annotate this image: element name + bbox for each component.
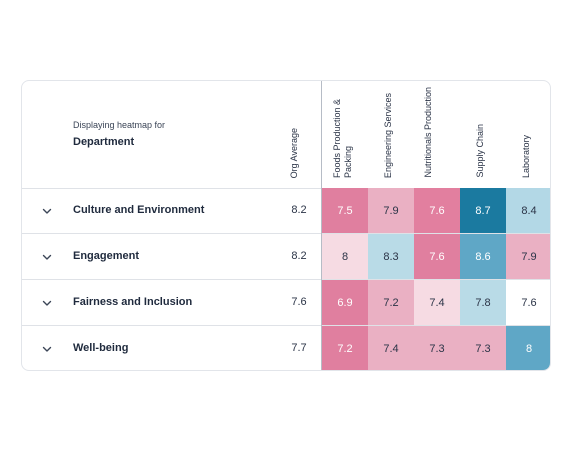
row-label: Well-being (73, 342, 129, 354)
column-header-nutritionals-production[interactable]: Nutritionals Production (423, 87, 433, 178)
heatmap-cell[interactable]: 8 (506, 326, 550, 370)
heatmap-cell[interactable]: 7.4 (368, 326, 414, 370)
heatmap-cell[interactable]: 8.7 (460, 188, 506, 233)
heatmap-subtitle: Displaying heatmap for (73, 120, 166, 130)
row-label: Fairness and Inclusion (73, 296, 193, 308)
heatmap-cell[interactable]: 7.5 (322, 188, 368, 233)
heatmap-cell[interactable]: 7.3 (460, 326, 506, 370)
heatmap-cell[interactable]: 7.6 (414, 188, 460, 233)
heatmap-card: Displaying heatmap for Department Org Av… (21, 80, 551, 371)
table-row[interactable]: Well-being 7.7 7.2 7.4 7.3 7.3 8 (22, 326, 550, 370)
heatmap-header: Displaying heatmap for Department Org Av… (22, 81, 550, 189)
org-average-value: 7.7 (291, 342, 307, 354)
heatmap-cell[interactable]: 7.9 (368, 188, 414, 233)
column-header-supply-chain[interactable]: Supply Chain (475, 124, 485, 178)
table-row[interactable]: Engagement 8.2 8 8.3 7.6 8.6 7.9 (22, 234, 550, 280)
row-label: Culture and Environment (73, 204, 205, 216)
heatmap-cell[interactable]: 7.9 (506, 234, 550, 279)
heatmap-cell[interactable]: 7.6 (506, 280, 550, 325)
column-header-engineering-services[interactable]: Engineering Services (383, 92, 393, 178)
chevron-down-icon[interactable] (41, 250, 53, 262)
chevron-down-icon[interactable] (41, 296, 53, 308)
table-row[interactable]: Fairness and Inclusion 7.6 6.9 7.2 7.4 7.8 7.6 (22, 280, 550, 326)
table-row[interactable]: Culture and Environment 8.2 7.5 7.9 7.6 8.7 8.… (22, 188, 550, 234)
chevron-down-icon[interactable] (41, 342, 53, 354)
column-header-org-average: Org Average (289, 127, 299, 178)
org-average-value: 8.2 (291, 250, 307, 262)
heatmap-cell[interactable]: 7.8 (460, 280, 506, 325)
heatmap-cell[interactable]: 7.2 (322, 326, 368, 370)
org-average-divider (321, 81, 322, 370)
heatmap-cell[interactable]: 6.9 (322, 280, 368, 325)
heatmap-cell[interactable]: 7.4 (414, 280, 460, 325)
chevron-down-icon[interactable] (41, 204, 53, 216)
heatmap-cell[interactable]: 7.3 (414, 326, 460, 370)
heatmap-cell[interactable]: 7.6 (414, 234, 460, 279)
heatmap-cell[interactable]: 8.3 (368, 234, 414, 279)
column-header-foods-production[interactable]: Foods Production & Packing (332, 98, 353, 178)
heatmap-cell[interactable]: 8.6 (460, 234, 506, 279)
org-average-value: 8.2 (291, 204, 307, 216)
heatmap-group-title: Department (73, 136, 135, 148)
heatmap-cell[interactable]: 8 (322, 234, 368, 279)
heatmap-cell[interactable]: 7.2 (368, 280, 414, 325)
org-average-value: 7.6 (291, 296, 307, 308)
heatmap-cell[interactable]: 8.4 (506, 188, 550, 233)
column-header-laboratory[interactable]: Laboratory (521, 134, 531, 178)
row-label: Engagement (73, 250, 140, 262)
